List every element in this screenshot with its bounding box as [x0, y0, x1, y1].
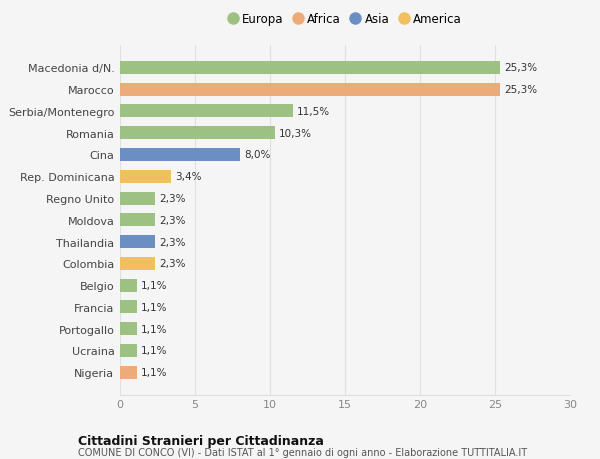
Bar: [120, 257, 155, 270]
Bar: [120, 301, 137, 313]
Bar: [120, 149, 240, 162]
Text: 8,0%: 8,0%: [245, 150, 271, 160]
Bar: [120, 127, 275, 140]
Bar: [120, 170, 171, 184]
Bar: [120, 214, 155, 227]
Bar: [120, 366, 137, 379]
Text: 2,3%: 2,3%: [159, 237, 185, 247]
Text: 25,3%: 25,3%: [504, 85, 537, 95]
Text: 1,1%: 1,1%: [141, 367, 167, 377]
Text: Cittadini Stranieri per Cittadinanza: Cittadini Stranieri per Cittadinanza: [78, 434, 324, 447]
Legend: Europa, Africa, Asia, America: Europa, Africa, Asia, America: [224, 10, 466, 30]
Bar: [120, 62, 499, 75]
Text: 10,3%: 10,3%: [279, 129, 312, 139]
Text: COMUNE DI CONCO (VI) - Dati ISTAT al 1° gennaio di ogni anno - Elaborazione TUTT: COMUNE DI CONCO (VI) - Dati ISTAT al 1° …: [78, 448, 527, 458]
Text: 3,4%: 3,4%: [176, 172, 202, 182]
Bar: [120, 235, 155, 249]
Text: 11,5%: 11,5%: [297, 107, 330, 117]
Bar: [120, 192, 155, 205]
Text: 1,1%: 1,1%: [141, 324, 167, 334]
Text: 1,1%: 1,1%: [141, 302, 167, 312]
Bar: [120, 322, 137, 336]
Bar: [120, 279, 137, 292]
Bar: [120, 84, 499, 96]
Text: 2,3%: 2,3%: [159, 215, 185, 225]
Text: 1,1%: 1,1%: [141, 346, 167, 356]
Text: 2,3%: 2,3%: [159, 194, 185, 204]
Bar: [120, 105, 293, 118]
Text: 1,1%: 1,1%: [141, 280, 167, 291]
Text: 2,3%: 2,3%: [159, 259, 185, 269]
Bar: [120, 344, 137, 357]
Text: 25,3%: 25,3%: [504, 63, 537, 73]
